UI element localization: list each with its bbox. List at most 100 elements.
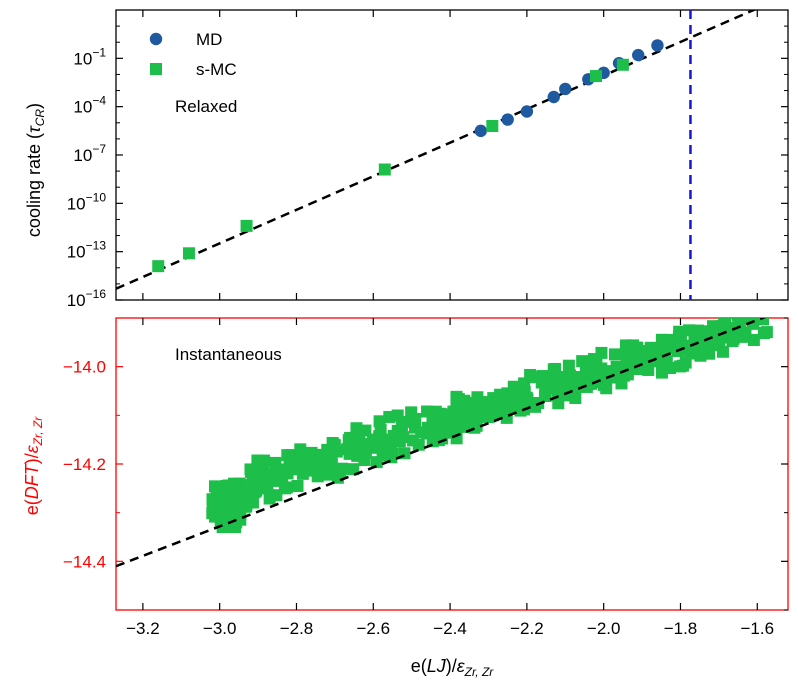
dft-point xyxy=(507,380,520,393)
bottom-y-tick-label: −14.2 xyxy=(63,455,106,474)
legend-md-marker xyxy=(149,32,163,46)
dft-point xyxy=(436,412,449,425)
dft-point xyxy=(674,360,687,373)
top-y-tick-label: 10−7 xyxy=(73,142,106,165)
x-tick-label: −3.2 xyxy=(126,619,160,638)
dft-point xyxy=(358,453,371,466)
x-tick-label: −3.0 xyxy=(203,619,237,638)
dft-point xyxy=(347,440,360,453)
dft-point xyxy=(427,419,440,432)
dft-point xyxy=(307,464,320,477)
dft-point xyxy=(304,454,317,467)
dft-point xyxy=(426,435,439,448)
dft-point xyxy=(367,433,380,446)
dft-point xyxy=(731,318,744,322)
smc-point xyxy=(240,219,253,232)
dft-point xyxy=(627,339,640,352)
dft-point xyxy=(409,412,422,425)
dft-point xyxy=(520,391,533,404)
dft-point xyxy=(210,482,223,495)
smc-point xyxy=(378,163,391,176)
dft-point xyxy=(217,520,230,533)
dft-point xyxy=(246,496,259,509)
dft-point xyxy=(264,467,277,480)
dft-point xyxy=(563,374,576,387)
dft-point xyxy=(737,330,750,343)
smc-point xyxy=(616,58,629,71)
dft-point xyxy=(469,418,482,431)
x-tick-label: −2.4 xyxy=(433,619,467,638)
dft-point xyxy=(263,492,276,505)
dft-point xyxy=(761,293,773,305)
bottom-y-tick-label: −14.0 xyxy=(63,358,106,377)
bottom-y-ticks: −14.0 −14.2 −14.4 xyxy=(63,317,788,611)
top-fit-line xyxy=(116,10,757,290)
dft-point xyxy=(552,397,565,410)
dft-point xyxy=(320,449,333,462)
smc-point xyxy=(486,120,499,132)
x-axis-label: e(LJ)/εZr, Zr xyxy=(411,656,495,679)
dft-point xyxy=(443,422,456,435)
dft-point xyxy=(547,363,560,376)
dft-point xyxy=(276,473,289,486)
dft-point xyxy=(591,368,604,381)
md-point xyxy=(520,105,534,118)
top-panel: 10−1 10−4 10−7 10−10 10−13 10−16 Relaxed MD s… xyxy=(24,9,789,310)
dft-point xyxy=(645,348,658,361)
dft-point xyxy=(450,432,463,445)
top-y-tick-label: 10−10 xyxy=(67,190,107,213)
dft-point xyxy=(538,389,551,402)
dft-point xyxy=(223,485,236,498)
x-tick-label: −2.0 xyxy=(587,619,621,638)
dft-point xyxy=(328,439,341,452)
dft-point xyxy=(764,295,776,307)
dft-point xyxy=(745,318,758,320)
dft-point xyxy=(350,422,363,435)
dft-point xyxy=(526,371,539,384)
top-y-tick-label: 10−4 xyxy=(73,94,106,117)
x-tick-label: −2.6 xyxy=(356,619,390,638)
dft-point xyxy=(407,434,420,447)
dft-point xyxy=(347,463,360,476)
dft-point xyxy=(600,382,613,395)
dft-point xyxy=(540,379,553,392)
dft-point xyxy=(637,362,650,375)
dft-point xyxy=(655,333,668,346)
dft-point xyxy=(746,318,759,330)
dft-point xyxy=(296,467,309,480)
dft-point xyxy=(743,303,755,315)
top-x-ticks xyxy=(142,10,758,300)
top-annotation-relaxed: Relaxed xyxy=(175,97,237,116)
bottom-scatter-points xyxy=(206,293,776,534)
dft-point xyxy=(562,359,575,372)
dft-point xyxy=(373,415,386,428)
top-y-tick-label: 10−1 xyxy=(73,45,106,68)
dft-point xyxy=(756,318,769,326)
top-y-axis-label: cooling rate (τCR) xyxy=(24,103,47,237)
legend-smc-label: s-MC xyxy=(196,60,237,79)
dft-point xyxy=(291,480,304,493)
dft-point xyxy=(624,355,637,368)
dft-point xyxy=(581,366,594,379)
md-point xyxy=(632,48,645,62)
dft-point xyxy=(655,366,668,379)
dft-point xyxy=(285,456,298,469)
dft-point xyxy=(569,391,582,404)
x-tick-label: −2.8 xyxy=(280,619,314,638)
top-scatter-points xyxy=(152,39,664,273)
x-tick-label: −1.6 xyxy=(740,619,774,638)
dft-point xyxy=(452,412,465,425)
dft-point xyxy=(249,479,262,492)
x-tick-label: −1.8 xyxy=(664,619,698,638)
dft-point xyxy=(495,403,508,416)
legend-md-label: MD xyxy=(196,30,222,49)
dft-point xyxy=(275,463,288,476)
dft-point xyxy=(760,326,773,339)
dft-point xyxy=(727,332,740,345)
dft-point xyxy=(718,318,731,326)
dft-point xyxy=(380,433,393,446)
top-y-tick-label: 10−16 xyxy=(67,287,107,310)
legend: MD s-MC xyxy=(149,30,237,79)
dft-point xyxy=(257,457,270,470)
